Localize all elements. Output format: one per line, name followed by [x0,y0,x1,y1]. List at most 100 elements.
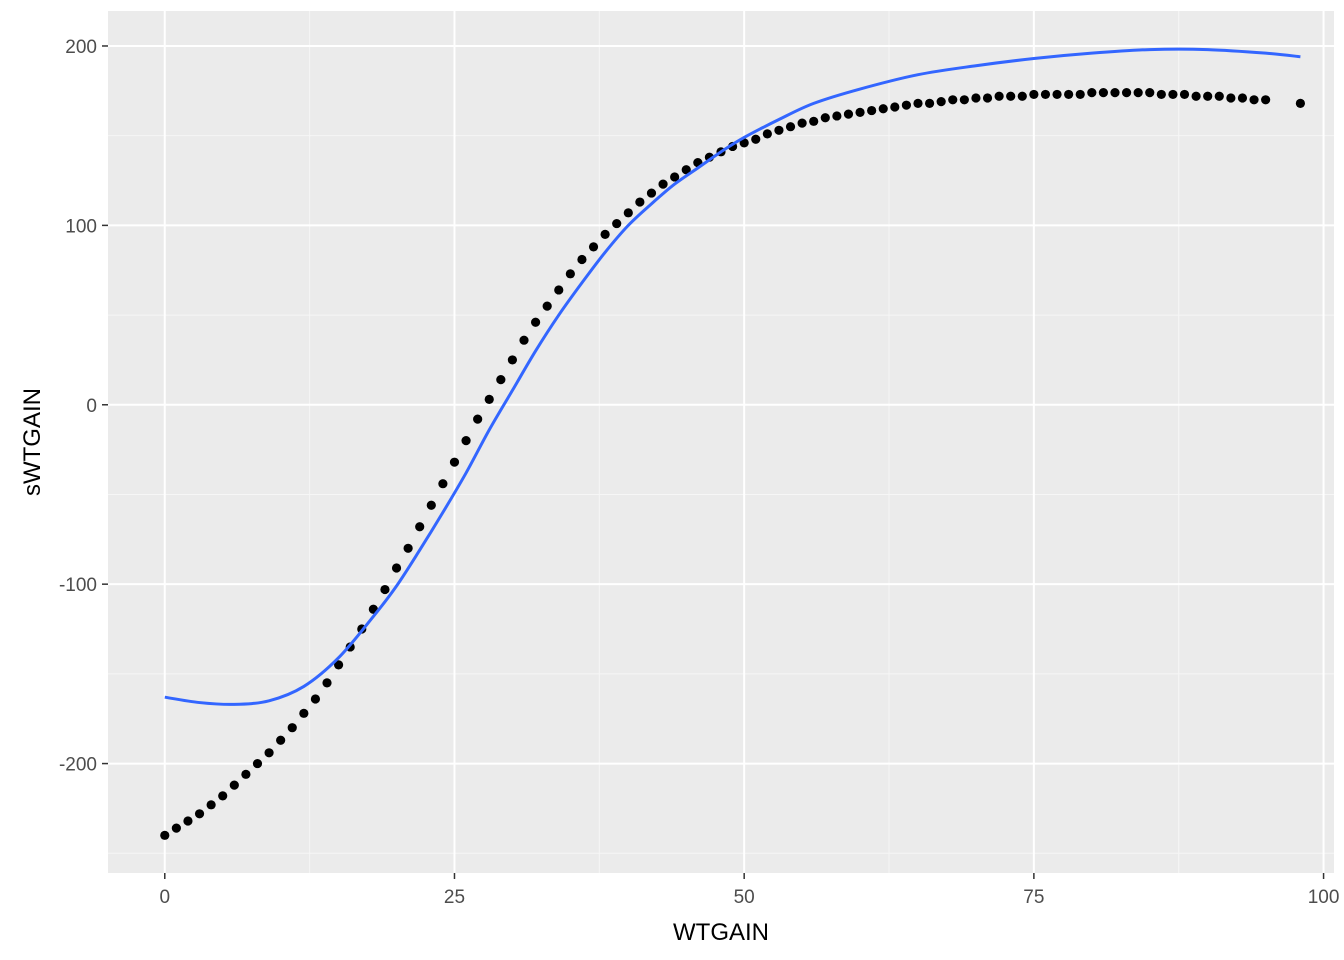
data-point [1052,89,1062,100]
x-tick-label: 25 [444,887,465,908]
y-tick-label: 0 [86,396,97,417]
data-point [1261,95,1271,105]
data-point [646,188,657,198]
data-point [658,179,668,189]
data-point [867,105,877,116]
data-point [612,218,622,229]
x-axis-ticks: 0 25 50 75 100 [159,873,1339,908]
data-point [982,93,993,103]
data-point [681,165,691,175]
data-point [218,791,228,801]
data-point [287,723,297,733]
data-point [1087,88,1097,98]
data-point [391,563,402,573]
x-tick-label: 50 [734,887,755,908]
data-point [415,522,425,532]
data-point [473,414,483,424]
data-point [519,335,529,345]
data-point [183,816,193,826]
data-point [588,242,599,252]
data-point [1156,89,1166,100]
plot-panel [108,11,1334,873]
data-point [206,800,216,810]
data-point [310,694,321,704]
data-point [1098,88,1109,98]
data-point [855,107,865,117]
data-point [1006,91,1016,101]
data-point [403,543,413,553]
data-point [635,197,645,207]
data-point [901,100,912,110]
data-point [542,301,552,311]
data-point [241,769,251,779]
data-point [820,113,830,123]
data-point [924,98,935,108]
data-point [762,129,772,139]
x-tick-label: 100 [1308,887,1340,908]
data-point [322,678,332,688]
data-point [333,660,344,670]
data-point [565,269,575,279]
data-point [832,111,842,121]
y-axis-ticks: -200 -100 0 100 200 [59,37,108,776]
data-point [1179,89,1190,100]
data-point [380,584,390,595]
data-point [785,122,796,132]
data-point [1226,93,1236,103]
y-axis-title: sWTGAIN [19,388,46,496]
data-point [936,96,946,107]
data-point [739,138,749,148]
y-tick-label: 200 [65,37,97,58]
data-point [1075,89,1085,100]
data-point [160,830,170,840]
data-point [948,95,958,105]
data-point [1214,91,1224,101]
data-point [1145,88,1155,98]
data-point [449,457,460,467]
y-tick-label: -100 [59,575,97,596]
data-point [809,116,819,126]
data-point [496,375,506,385]
data-point [461,436,471,446]
data-point [252,758,263,769]
data-point [1203,91,1213,101]
data-point [890,102,900,112]
data-points [160,88,1305,840]
data-point [994,91,1004,101]
data-point [600,229,610,239]
data-point [1249,95,1259,105]
y-tick-label: -200 [59,755,97,776]
data-point [1040,89,1051,100]
data-point [843,109,854,119]
data-point [1110,88,1120,98]
x-tick-label: 75 [1023,887,1044,908]
data-point [484,394,494,404]
data-point [264,748,274,758]
x-tick-label: 0 [159,887,170,908]
data-point [276,735,286,745]
data-point [1168,89,1178,100]
data-point [1064,89,1074,100]
data-point [426,500,436,510]
data-point [438,479,448,489]
major-gridlines [108,11,1334,873]
data-point [554,285,564,295]
data-point [577,254,587,265]
data-point [878,104,888,114]
data-point [797,118,807,128]
data-point [1029,89,1039,100]
data-point [670,172,680,182]
data-point [623,208,633,218]
data-point [530,317,541,327]
data-point [507,355,518,365]
data-point [751,134,761,144]
data-point [229,780,239,790]
data-point [194,809,205,819]
data-point [959,95,969,105]
minor-gridlines [108,11,1334,873]
data-point [1295,98,1305,108]
data-point [1121,88,1132,98]
smooth-line [164,47,1301,706]
